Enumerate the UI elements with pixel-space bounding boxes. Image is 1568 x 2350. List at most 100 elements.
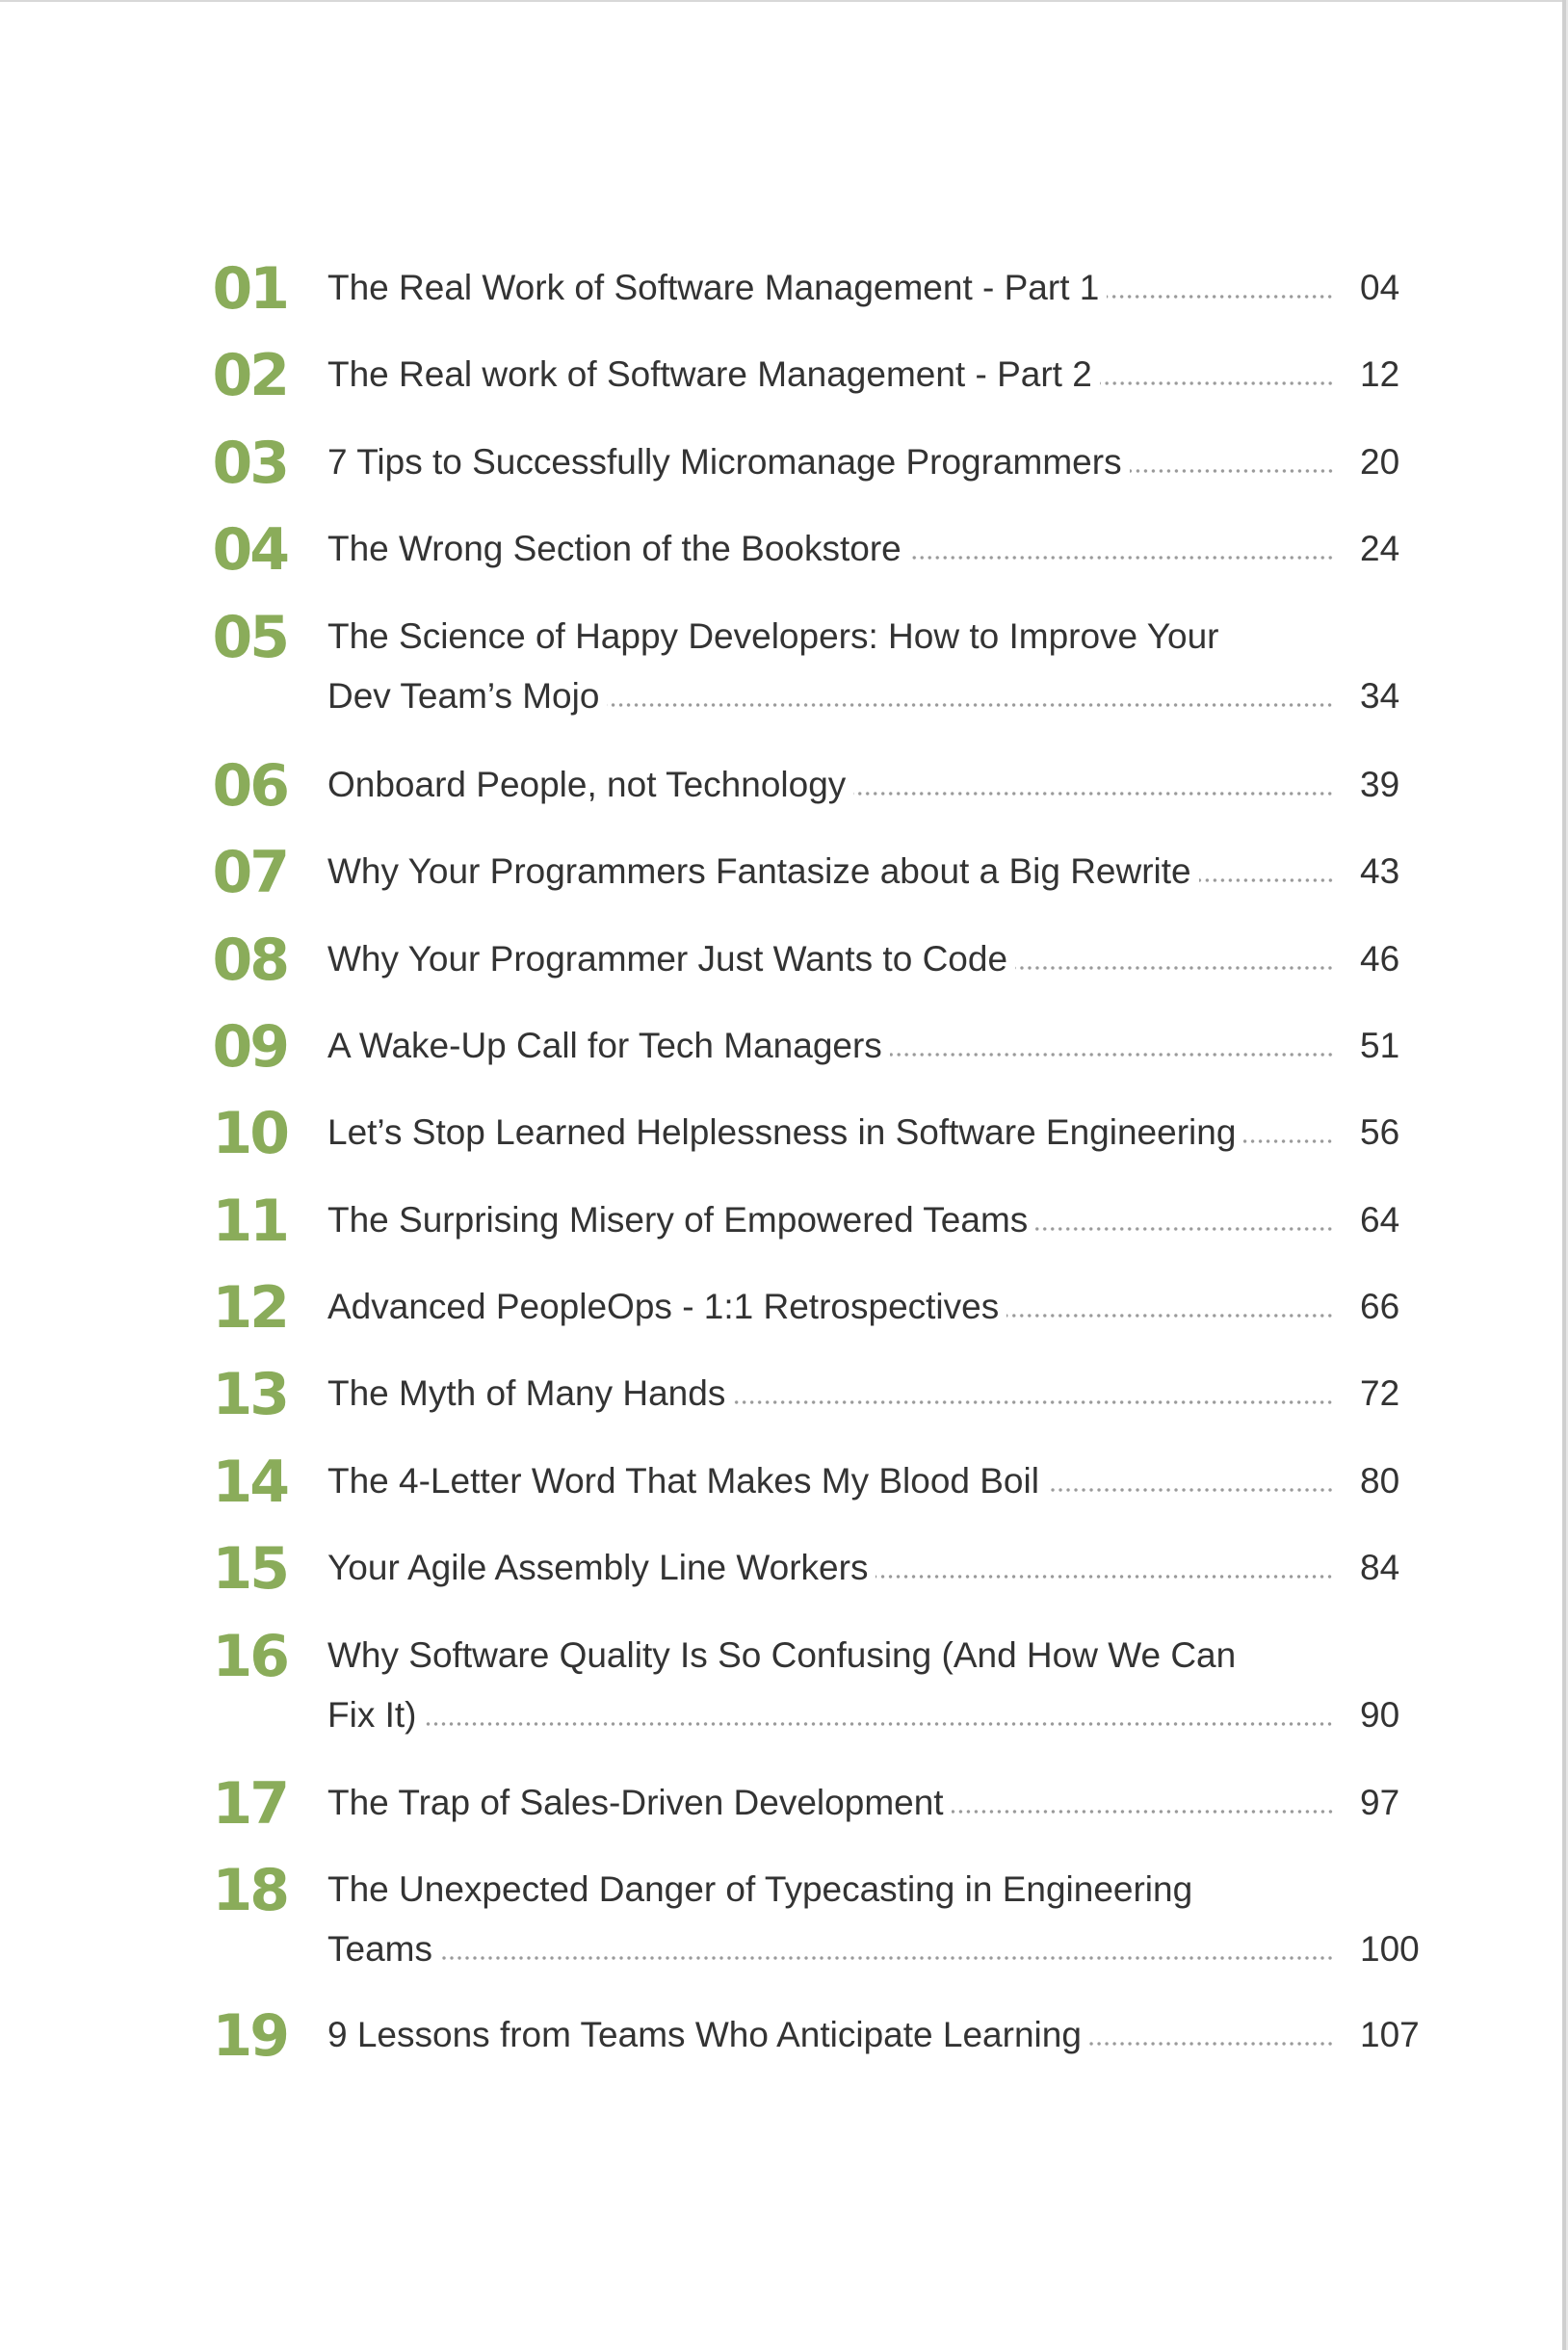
chapter-number: 07 [212,839,290,906]
chapter-number: 04 [212,516,290,584]
chapter-number: 17 [212,1770,290,1838]
chapter-title-text: The Unexpected Danger of Typecasting in … [327,1869,1193,1909]
chapter-title-text: Why Your Programmer Just Wants to Code [327,939,1008,979]
chapter-title-line: The 4-Letter Word That Makes My Blood Bo… [327,1451,1334,1511]
page-number: 51 [1360,1026,1400,1065]
chapter-title: Onboard People, not Technology [327,755,1334,815]
chapter-title-line: 9 Lessons from Teams Who Anticipate Lear… [327,2005,1334,2065]
page-number: 66 [1360,1287,1400,1326]
chapter-title-text: Your Agile Assembly Line Workers [327,1548,869,1587]
page-number: 107 [1360,2015,1420,2054]
chapter-title: The Real Work of Software Management - P… [327,258,1334,318]
chapter-title-text: Why Software Quality Is So Confusing (An… [327,1635,1237,1675]
chapter-number: 02 [212,342,290,409]
dot-leader [1243,1139,1334,1143]
chapter-number: 06 [212,752,290,820]
chapter-title: The Trap of Sales-Driven Development [327,1773,1334,1833]
chapter-title-line: The Unexpected Danger of Typecasting in … [327,1860,1334,1919]
page-number: 34 [1360,676,1400,716]
chapter-number: 15 [212,1535,290,1603]
chapter-title-text: The Myth of Many Hands [327,1373,726,1413]
dot-leader [607,703,1334,707]
dot-leader [733,1400,1334,1404]
chapter-title: Why Your Programmers Fantasize about a B… [327,842,1334,901]
page-number: 90 [1360,1695,1400,1735]
chapter-title: Why Software Quality Is So Confusing (An… [327,1626,1334,1745]
chapter-title-text: The Real work of Software Management - P… [327,354,1092,394]
chapter-title-line: Teams [327,1919,1334,1979]
dot-leader [1198,878,1334,882]
chapter-title: Let’s Stop Learned Helplessness in Softw… [327,1103,1334,1162]
chapter-title-text: A Wake-Up Call for Tech Managers [327,1026,882,1065]
chapter-title: Advanced PeopleOps - 1:1 Retrospectives [327,1277,1334,1337]
page-right-border [1562,0,1566,2350]
chapter-title: 7 Tips to Successfully Micromanage Progr… [327,432,1334,492]
chapter-title-line: A Wake-Up Call for Tech Managers [327,1016,1334,1076]
chapter-number: 12 [212,1274,290,1342]
chapter-title-line: Fix It) [327,1685,1334,1745]
page-number: 43 [1360,851,1400,891]
page-number: 64 [1360,1200,1400,1240]
chapter-title-line: Your Agile Assembly Line Workers [327,1538,1334,1598]
page-number: 24 [1360,529,1400,568]
chapter-title-text: Dev Team’s Mojo [327,676,600,716]
chapter-title: Why Your Programmer Just Wants to Code [327,929,1334,989]
chapter-title: The Real work of Software Management - P… [327,345,1334,405]
dot-leader [1107,295,1334,299]
chapter-title-text: 9 Lessons from Teams Who Anticipate Lear… [327,2015,1082,2054]
dot-leader [1046,1488,1334,1492]
chapter-title: The Surprising Misery of Empowered Teams [327,1190,1334,1250]
chapter-title: The 4-Letter Word That Makes My Blood Bo… [327,1451,1334,1511]
dot-leader [889,1053,1334,1057]
dot-leader [908,556,1334,560]
page-number: 46 [1360,939,1400,979]
dot-leader [1129,469,1334,473]
chapter-title: A Wake-Up Call for Tech Managers [327,1016,1334,1076]
chapter-title-text: 7 Tips to Successfully Micromanage Progr… [327,442,1122,482]
chapter-number: 11 [212,1188,290,1255]
chapter-title: Your Agile Assembly Line Workers [327,1538,1334,1598]
chapter-title-text: Fix It) [327,1695,417,1735]
chapter-title-text: Why Your Programmers Fantasize about a B… [327,851,1191,891]
chapter-title-text: The Real Work of Software Management - P… [327,268,1100,307]
chapter-number: 18 [212,1857,290,1924]
chapter-title-text: The Science of Happy Developers: How to … [327,616,1219,656]
page-number: 12 [1360,354,1400,394]
chapter-title: The Science of Happy Developers: How to … [327,607,1334,726]
chapter-title-text: The Trap of Sales-Driven Development [327,1783,944,1822]
chapter-title-line: Dev Team’s Mojo [327,666,1334,726]
chapter-title-line: 7 Tips to Successfully Micromanage Progr… [327,432,1334,492]
page-number: 72 [1360,1373,1400,1413]
chapter-title: 9 Lessons from Teams Who Anticipate Lear… [327,2005,1334,2065]
dot-leader [853,792,1334,796]
chapter-number: 01 [212,255,290,323]
chapter-title-line: The Real work of Software Management - P… [327,345,1334,405]
page-number: 80 [1360,1461,1400,1501]
page-number: 04 [1360,268,1400,307]
dot-leader [1035,1227,1334,1231]
dot-leader [1099,381,1334,385]
dot-leader [1015,966,1334,970]
dot-leader [1006,1314,1334,1318]
chapter-title-text: Advanced PeopleOps - 1:1 Retrospectives [327,1287,1000,1326]
chapter-title: The Unexpected Danger of Typecasting in … [327,1860,1334,1979]
chapter-number: 13 [212,1361,290,1428]
page-number: 20 [1360,442,1400,482]
chapter-number: 14 [212,1449,290,1516]
chapter-title-line: The Real Work of Software Management - P… [327,258,1334,318]
chapter-title: The Wrong Section of the Bookstore [327,519,1334,579]
dot-leader [1088,2042,1334,2046]
chapter-title-line: Let’s Stop Learned Helplessness in Softw… [327,1103,1334,1162]
chapter-title-text: Onboard People, not Technology [327,765,847,804]
chapter-number: 09 [212,1013,290,1081]
chapter-title-line: The Surprising Misery of Empowered Teams [327,1190,1334,1250]
page-number: 84 [1360,1548,1400,1587]
chapter-title-line: Onboard People, not Technology [327,755,1334,815]
chapter-title-line: The Myth of Many Hands [327,1364,1334,1423]
chapter-title-line: Advanced PeopleOps - 1:1 Retrospectives [327,1277,1334,1337]
chapter-title-line: The Science of Happy Developers: How to … [327,607,1334,666]
chapter-number: 03 [212,430,290,497]
chapter-title-text: The Surprising Misery of Empowered Teams [327,1200,1029,1240]
dot-leader [951,1810,1334,1814]
chapter-number: 10 [212,1100,290,1167]
